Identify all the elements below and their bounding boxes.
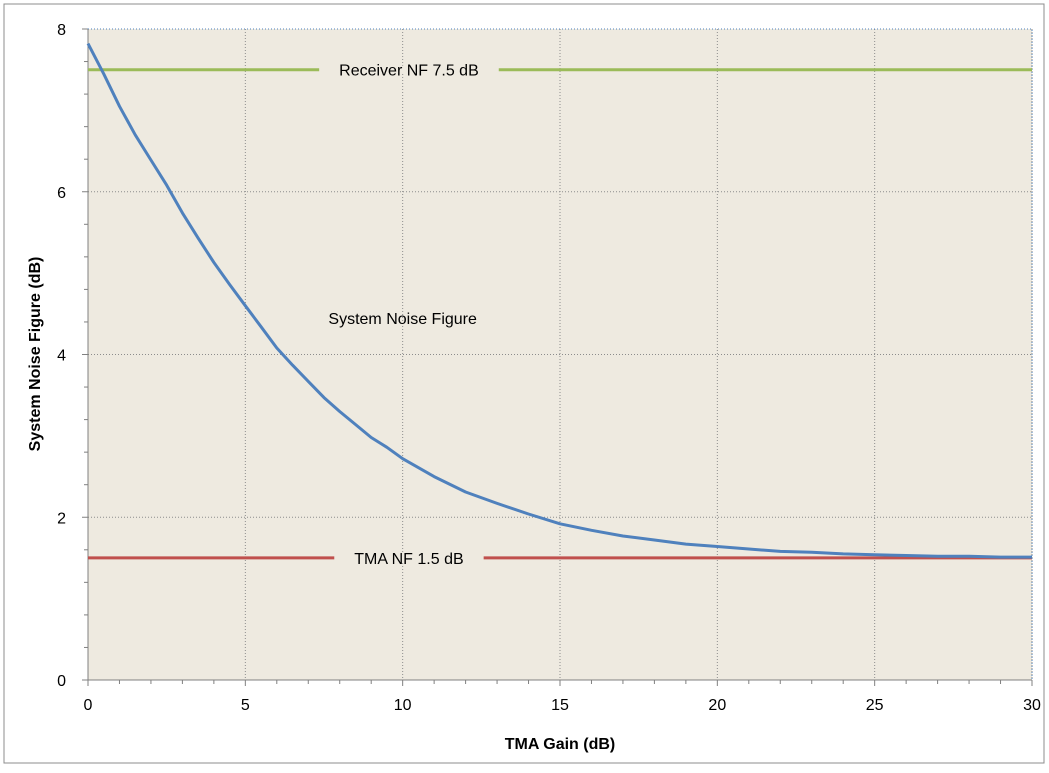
y-tick-label: 6 <box>57 185 66 202</box>
x-axis-title: TMA Gain (dB) <box>505 736 616 753</box>
x-tick-label: 5 <box>241 697 250 714</box>
y-axis-title: System Noise Figure (dB) <box>27 257 44 452</box>
y-tick-label: 4 <box>57 348 66 365</box>
y-tick-label: 8 <box>57 22 66 39</box>
x-tick-label: 25 <box>866 697 884 714</box>
axes <box>82 28 1033 686</box>
labels: 0 5 10 15 20 25 30 0 2 4 6 8 Receiver NF 7.5 dB Syste… <box>57 22 1041 714</box>
series-layer <box>86 42 1032 560</box>
receiver-nf-label-background <box>319 65 499 74</box>
system-noise-figure-line <box>86 42 1032 559</box>
x-tick-label: 15 <box>551 697 569 714</box>
x-tick-label: 0 <box>84 697 93 714</box>
y-tick-label: 0 <box>57 673 66 690</box>
receiver-nf-label: Receiver NF 7.5 dB <box>339 63 479 80</box>
system-noise-figure-label: System Noise Figure <box>328 311 477 328</box>
x-tick-label: 10 <box>394 697 412 714</box>
x-tick-label: 30 <box>1023 697 1041 714</box>
y-tick-label: 2 <box>57 510 66 527</box>
x-tick-label: 20 <box>708 697 726 714</box>
tma-nf-label: TMA NF 1.5 dB <box>354 551 463 568</box>
tma-nf-label-background <box>334 553 484 562</box>
